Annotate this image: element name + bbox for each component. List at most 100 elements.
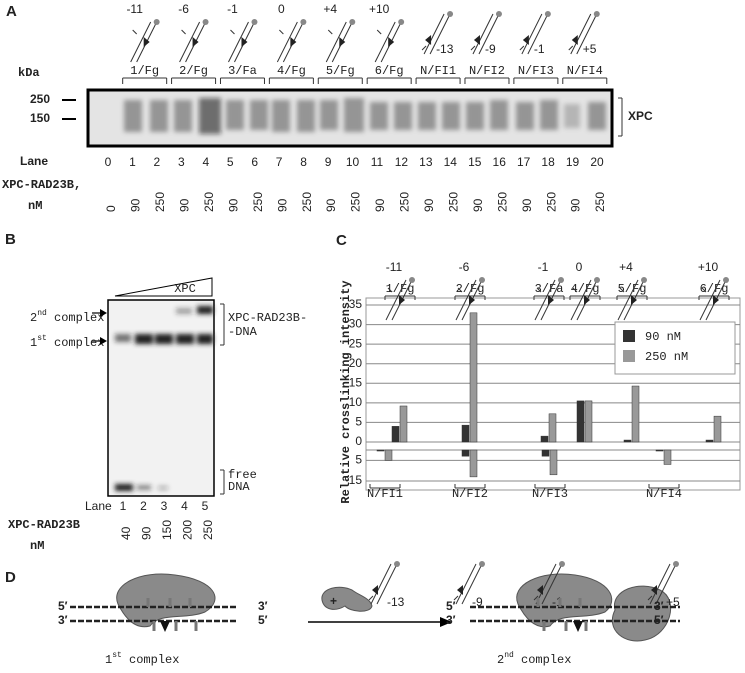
probe-label: 2/Fg: [179, 64, 208, 78]
position-label: +5: [666, 595, 680, 609]
bar: [461, 424, 470, 443]
lesion: [339, 37, 346, 47]
legend-swatch: [623, 350, 635, 362]
lesion: [241, 37, 248, 47]
bar: [549, 449, 558, 476]
lane-number: 17: [517, 155, 531, 169]
label-dot: [559, 561, 565, 567]
lesion: [469, 295, 475, 305]
y-tick-label: 25: [349, 336, 363, 350]
line: [370, 563, 392, 605]
lane-number: 13: [419, 155, 433, 169]
panel-label: D: [5, 569, 16, 586]
second-complex-label: 2nd complex: [30, 309, 104, 325]
bar: [631, 385, 640, 443]
concentration: 90: [471, 198, 485, 212]
second-complex-label: 2nd complex: [497, 651, 571, 667]
bar: [469, 312, 478, 443]
first-complex-label-word: complex: [122, 653, 180, 667]
line: [701, 287, 707, 293]
label-dot: [544, 11, 551, 17]
concentration: 0: [104, 205, 118, 212]
lane-number: 11: [371, 155, 384, 169]
label-dot: [495, 11, 502, 17]
x-tick-label: 4/Fg: [571, 282, 600, 296]
first-complex-label: 1st complex: [30, 334, 104, 350]
line: [461, 563, 483, 605]
bar: [713, 415, 722, 443]
strand-end: 3′: [446, 613, 456, 627]
position-label: -1: [227, 2, 238, 16]
second-complex-label-suffix: nd: [504, 651, 514, 660]
line: [519, 45, 525, 51]
line: [279, 29, 284, 35]
label-dot: [300, 19, 307, 25]
arrow-head: [100, 309, 107, 317]
lesion: [713, 295, 719, 305]
free-label: free: [228, 468, 257, 482]
lane-number: 18: [541, 155, 555, 169]
x-tick-label: N/FI3: [532, 487, 568, 501]
label-dot: [479, 561, 485, 567]
line: [276, 21, 298, 63]
first-complex-label: 1st complex: [105, 651, 179, 667]
position-label: -6: [459, 260, 470, 274]
position-label: 0: [576, 260, 583, 274]
lesion: [160, 621, 170, 632]
line: [181, 29, 186, 35]
lane-number: 14: [444, 155, 458, 169]
lesion: [192, 37, 199, 47]
label-dot: [349, 19, 356, 25]
lane-number: 2: [140, 499, 147, 513]
lesion: [388, 37, 395, 47]
line: [130, 21, 152, 63]
line: [325, 21, 347, 63]
lane-number: 6: [251, 155, 258, 169]
strand-end: 5′: [258, 613, 268, 627]
lane-number: 4: [181, 499, 188, 513]
label-dot: [251, 19, 258, 25]
complex-label: XPC-RAD23B-: [228, 311, 307, 325]
position-label: -13: [436, 42, 454, 56]
line: [228, 21, 249, 63]
concentration: 90: [129, 198, 143, 212]
line: [655, 563, 677, 605]
position-label: +10: [698, 260, 719, 274]
line: [457, 287, 463, 293]
line: [699, 279, 721, 321]
lane-number: 5: [227, 155, 234, 169]
conc-label: XPC-RAD23B: [8, 518, 80, 532]
label-dot: [479, 277, 485, 283]
gel-b: [107, 299, 215, 497]
concentration: 90: [140, 526, 154, 540]
concentration: 250: [349, 192, 363, 212]
position-label: +5: [583, 42, 597, 56]
legend-swatch: [623, 330, 635, 342]
concentration: 250: [300, 192, 314, 212]
position-label: +10: [369, 2, 390, 16]
titration-label: XPC: [174, 282, 196, 296]
line: [617, 279, 639, 321]
bar: [391, 426, 400, 443]
y-tick-label: 15: [349, 473, 363, 487]
bar: [548, 413, 557, 443]
lane-number: 8: [300, 155, 307, 169]
line: [472, 13, 494, 55]
plot-area: [365, 297, 741, 491]
concentration: 250: [153, 192, 167, 212]
probe-label: N/FI1: [420, 64, 456, 78]
marker-label: 250: [30, 92, 50, 106]
concentration: 90: [324, 198, 338, 212]
legend-label: 250 nM: [645, 350, 688, 364]
lane-number: 10: [346, 155, 360, 169]
lesion: [548, 295, 554, 305]
plus-label: +: [330, 594, 337, 608]
gel-a-bands: [124, 98, 606, 134]
bar: [576, 400, 585, 443]
lesion: [372, 585, 378, 595]
label-dot: [723, 277, 729, 283]
concentration: 200: [181, 520, 195, 540]
lane-number: 0: [105, 155, 112, 169]
lane-number: 1: [129, 155, 136, 169]
concentration: 90: [569, 198, 583, 212]
